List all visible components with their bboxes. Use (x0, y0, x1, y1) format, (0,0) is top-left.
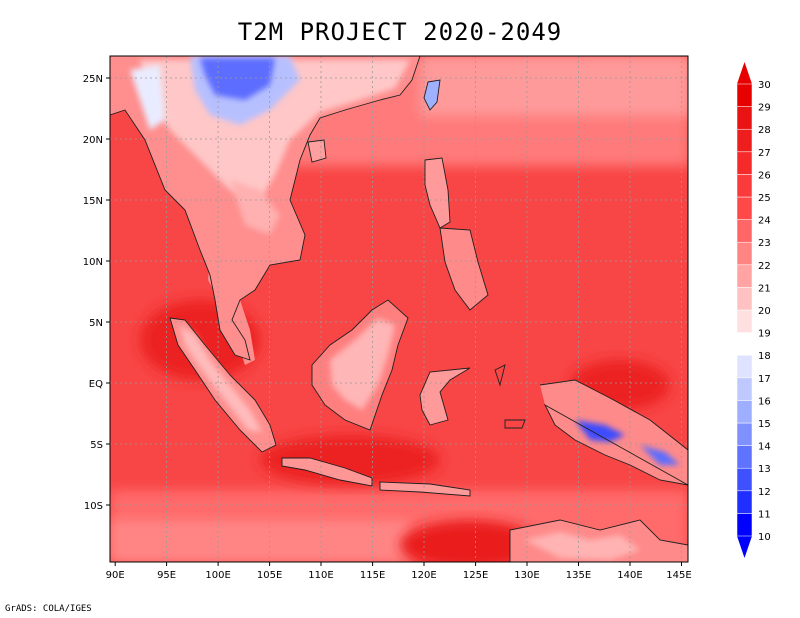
colorbar-swatch (736, 106, 753, 130)
footer-credit: GrADS: COLA/IGES (5, 604, 92, 614)
y-tick-label: 15N (83, 196, 103, 207)
colorbar-label: 25 (758, 193, 771, 204)
colorbar-swatch (736, 241, 753, 266)
colorbar-label: 10 (758, 532, 771, 543)
colorbar-swatch (736, 128, 753, 153)
colorbar-label: 22 (758, 261, 771, 272)
colorbar-label: 12 (758, 487, 771, 498)
colorbar-swatch (736, 174, 753, 198)
temperature-field (110, 56, 688, 562)
y-tick-label: 25N (83, 74, 103, 85)
colorbar-label: 21 (758, 283, 771, 294)
coastlines (110, 56, 688, 562)
x-tick-label: 90E (106, 570, 125, 581)
plot-frame (109, 55, 689, 563)
colorbar-label: 18 (758, 351, 771, 362)
y-tick-label: EQ (89, 379, 103, 390)
x-tick-label: 135E (566, 570, 591, 581)
colorbar-swatch (736, 264, 753, 288)
colorbar-swatch (736, 377, 753, 401)
y-tick-label: 10S (84, 501, 103, 512)
colorbar-label: 17 (758, 374, 771, 385)
colorbar-label: 28 (758, 125, 771, 136)
map-title: T2M PROJECT 2020-2049 (237, 18, 563, 46)
colorbar-swatch (736, 445, 753, 469)
colorbar-swatch (736, 219, 753, 243)
colorbar-label: 26 (758, 170, 771, 181)
colorbar-label: 16 (758, 396, 771, 407)
grid-lines (110, 56, 688, 562)
colorbar-swatch (736, 287, 753, 311)
x-tick-label: 120E (411, 570, 436, 581)
colorbar-arrow-high (737, 62, 752, 84)
colorbar-swatch (736, 422, 753, 446)
y-axis-labels: 25N 20N 15N 10N 5N EQ 5S 10S (83, 74, 103, 512)
x-tick-label: 130E (514, 570, 539, 581)
colorbar-label: 30 (758, 80, 771, 91)
colorbar-swatch (736, 83, 753, 107)
x-tick-label: 95E (157, 570, 176, 581)
colorbar-label: 13 (758, 464, 771, 475)
colorbar-swatch (736, 354, 753, 379)
colorbar-label: 11 (758, 509, 771, 520)
colorbar-label: 29 (758, 103, 771, 114)
colorbar-label: 20 (758, 306, 771, 317)
colorbar-label: 15 (758, 419, 771, 430)
colorbar-swatch (736, 490, 753, 514)
x-tick-label: 100E (205, 570, 230, 581)
colorbar-swatch (736, 400, 753, 424)
colorbar-swatch (736, 309, 753, 333)
y-tick-label: 5N (89, 318, 103, 329)
colorbar-swatch (736, 467, 753, 492)
colorbar-swatch (736, 513, 753, 537)
colorbar-label: 23 (758, 238, 771, 249)
colorbar-swatch (736, 332, 753, 356)
x-tick-label: 105E (257, 570, 282, 581)
colorbar-swatch (736, 196, 753, 220)
x-tick-label: 140E (617, 570, 642, 581)
x-tick-label: 125E (463, 570, 488, 581)
y-tick-label: 20N (83, 135, 103, 146)
colorbar-swatch (736, 151, 753, 175)
y-tick-label: 5S (90, 440, 103, 451)
tick-marks (106, 77, 682, 566)
colorbar: 10 11 12 13 14 15 16 17 18 19 20 21 22 23 24 25 26 27 28 29… (736, 62, 771, 558)
x-tick-label: 115E (360, 570, 385, 581)
colorbar-arrow-low (737, 536, 752, 558)
colorbar-label: 24 (758, 216, 771, 227)
x-tick-label: 145E (666, 570, 691, 581)
x-tick-label: 110E (308, 570, 333, 581)
colorbar-label: 19 (758, 329, 771, 340)
y-tick-label: 10N (83, 257, 103, 268)
x-axis-labels: 90E 95E 100E 105E 110E 115E 120E 125E 13… (106, 570, 692, 581)
colorbar-label: 27 (758, 148, 771, 159)
colorbar-label: 14 (758, 442, 771, 453)
